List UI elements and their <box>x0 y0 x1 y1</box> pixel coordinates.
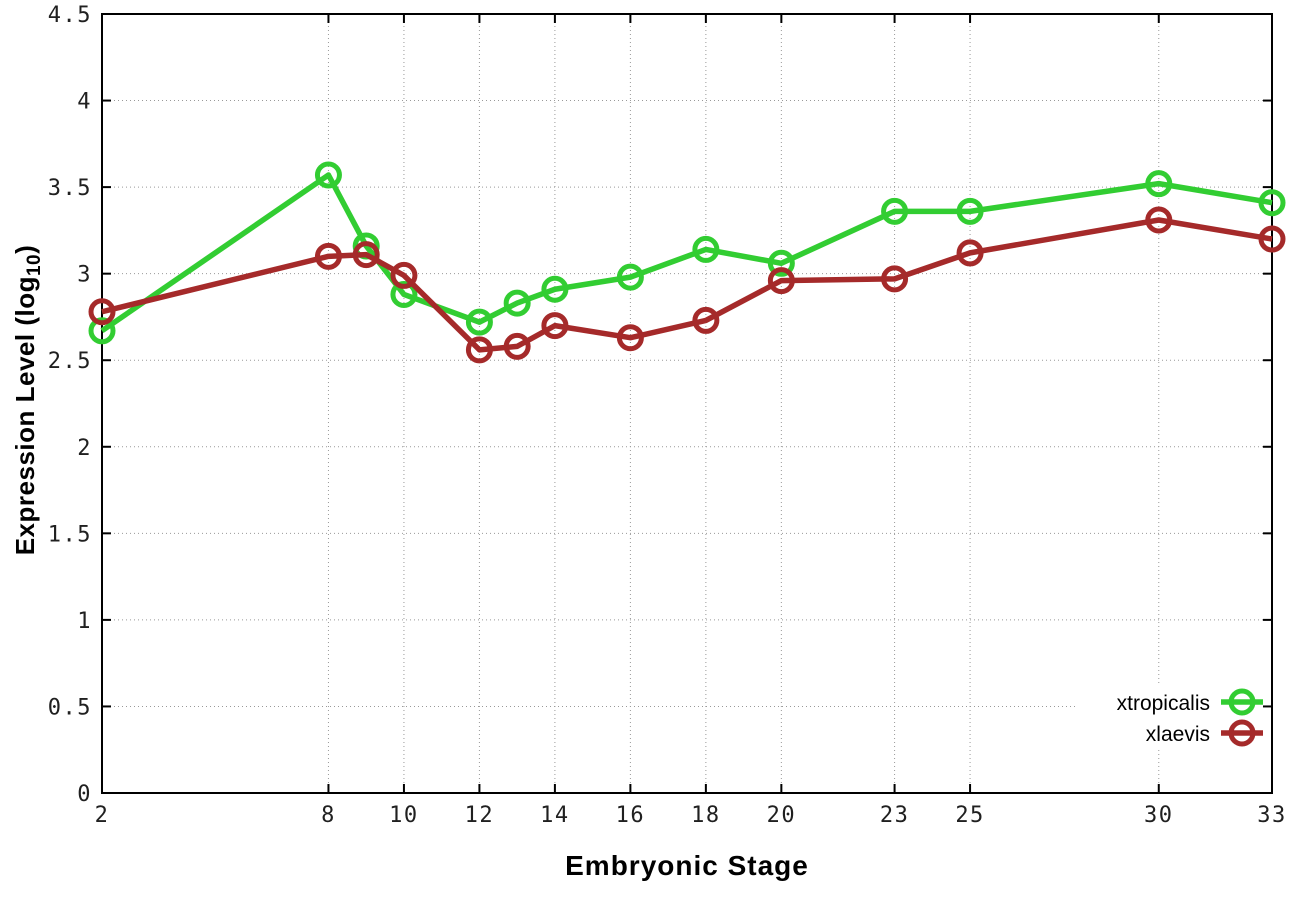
series-xlaevis-marker <box>88 298 116 326</box>
series-xlaevis-marker <box>503 332 531 360</box>
legend-marker-sample <box>1228 719 1256 747</box>
series-xlaevis-marker <box>956 239 984 267</box>
y-axis-title-subscript: 10 <box>24 253 45 277</box>
y-axis-title-text: Expression Level (log <box>10 276 40 556</box>
series-xlaevis-marker <box>541 312 569 340</box>
x-tick-label: 16 <box>616 803 646 828</box>
series-xtropicalis-marker <box>767 249 795 277</box>
series-xtropicalis-marker <box>390 280 418 308</box>
series-xlaevis-marker <box>352 241 380 269</box>
series-xlaevis-marker <box>314 242 342 270</box>
series-xtropicalis-marker <box>692 235 720 263</box>
series-xtropicalis-marker <box>1258 189 1286 217</box>
x-tick-label: 23 <box>880 803 910 828</box>
x-tick-label: 30 <box>1144 803 1174 828</box>
x-tick-label: 18 <box>691 803 721 828</box>
series-xlaevis-marker <box>1145 206 1173 234</box>
x-tick-label: 20 <box>767 803 797 828</box>
y-tick-label: 1.5 <box>48 522 92 547</box>
series-xtropicalis-marker <box>465 308 493 336</box>
series-xtropicalis-marker <box>88 317 116 345</box>
legend-label-xtropicalis: xtropicalis <box>1117 692 1210 715</box>
y-tick-label: 2 <box>77 436 92 461</box>
y-tick-label: 4 <box>77 90 92 115</box>
series-xtropicalis-marker <box>503 289 531 317</box>
series-xtropicalis-marker <box>541 275 569 303</box>
y-tick-label: 0.5 <box>48 695 92 720</box>
series-xlaevis-marker <box>390 261 418 289</box>
series-xtropicalis-marker <box>956 197 984 225</box>
x-axis-title: Embryonic Stage <box>565 850 809 881</box>
plot-border <box>101 13 1273 794</box>
y-tick-label: 4.5 <box>48 3 92 28</box>
series-xtropicalis-marker <box>881 197 909 225</box>
x-tick-label: 8 <box>321 803 336 828</box>
x-tick-label: 33 <box>1257 803 1287 828</box>
y-tick-label: 0 <box>77 782 92 807</box>
series-xtropicalis-marker <box>1145 170 1173 198</box>
y-tick-label: 1 <box>77 609 92 634</box>
y-axis-title: Expression Level (log10) <box>10 245 46 556</box>
x-tick-label: 10 <box>389 803 419 828</box>
series-xtropicalis-marker <box>616 263 644 291</box>
series-xlaevis-marker <box>465 336 493 364</box>
series-xlaevis-marker <box>767 267 795 295</box>
series-xlaevis-marker <box>1258 225 1286 253</box>
legend-label-xlaevis: xlaevis <box>1146 723 1210 746</box>
series-xlaevis-marker <box>881 265 909 293</box>
series-xlaevis-marker <box>692 306 720 334</box>
series-xtropicalis-marker <box>314 161 342 189</box>
x-tick-label: 12 <box>465 803 495 828</box>
y-tick-label: 3.5 <box>48 176 92 201</box>
x-tick-label: 2 <box>95 803 110 828</box>
y-tick-label: 2.5 <box>48 349 92 374</box>
series-xlaevis-marker <box>616 324 644 352</box>
x-tick-label: 14 <box>540 803 570 828</box>
legend-marker-sample <box>1228 688 1256 716</box>
x-tick-label: 25 <box>955 803 985 828</box>
y-tick-label: 3 <box>77 263 92 288</box>
y-axis-title-close: ) <box>10 244 40 254</box>
